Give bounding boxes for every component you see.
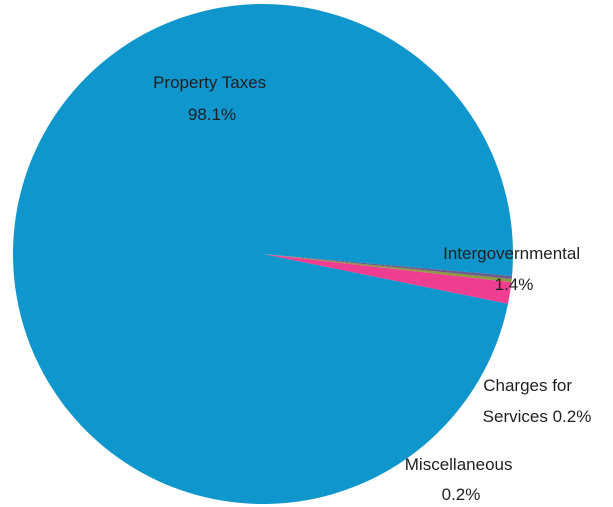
slice-label-intergovernmental: Intergovernmental 1.4% [443, 244, 585, 294]
slice-label-intergovernmental-value: 1.4% [495, 275, 534, 294]
slice-label-miscellaneous-name: Miscellaneous [405, 455, 513, 474]
slice-label-miscellaneous: Miscellaneous 0.2% [405, 455, 517, 504]
slice-label-property-taxes: Property Taxes 98.1% [153, 73, 271, 124]
slice-label-miscellaneous-value: 0.2% [442, 485, 481, 504]
pie-slice-intergovernmental [263, 254, 512, 304]
slice-label-charges-for-services-line2: Services 0.2% [483, 407, 592, 426]
pie-slice-miscellaneous [263, 254, 513, 279]
slice-label-property-taxes-value: 98.1% [188, 105, 236, 124]
slice-label-property-taxes-name: Property Taxes [153, 73, 266, 92]
slice-label-intergovernmental-name: Intergovernmental [443, 244, 580, 263]
pie-slices [12, 4, 513, 505]
pie-labels: Property Taxes 98.1% Intergovernmental 1… [153, 73, 591, 504]
slice-label-charges-for-services-value: 0.2% [553, 407, 592, 426]
slice-label-charges-for-services-line1: Charges for [483, 376, 572, 395]
slice-label-charges-for-services: Charges for Services 0.2% [483, 376, 592, 426]
pie-slice-charges-for-services [263, 254, 512, 283]
pie-slice-property-taxes [12, 4, 513, 505]
